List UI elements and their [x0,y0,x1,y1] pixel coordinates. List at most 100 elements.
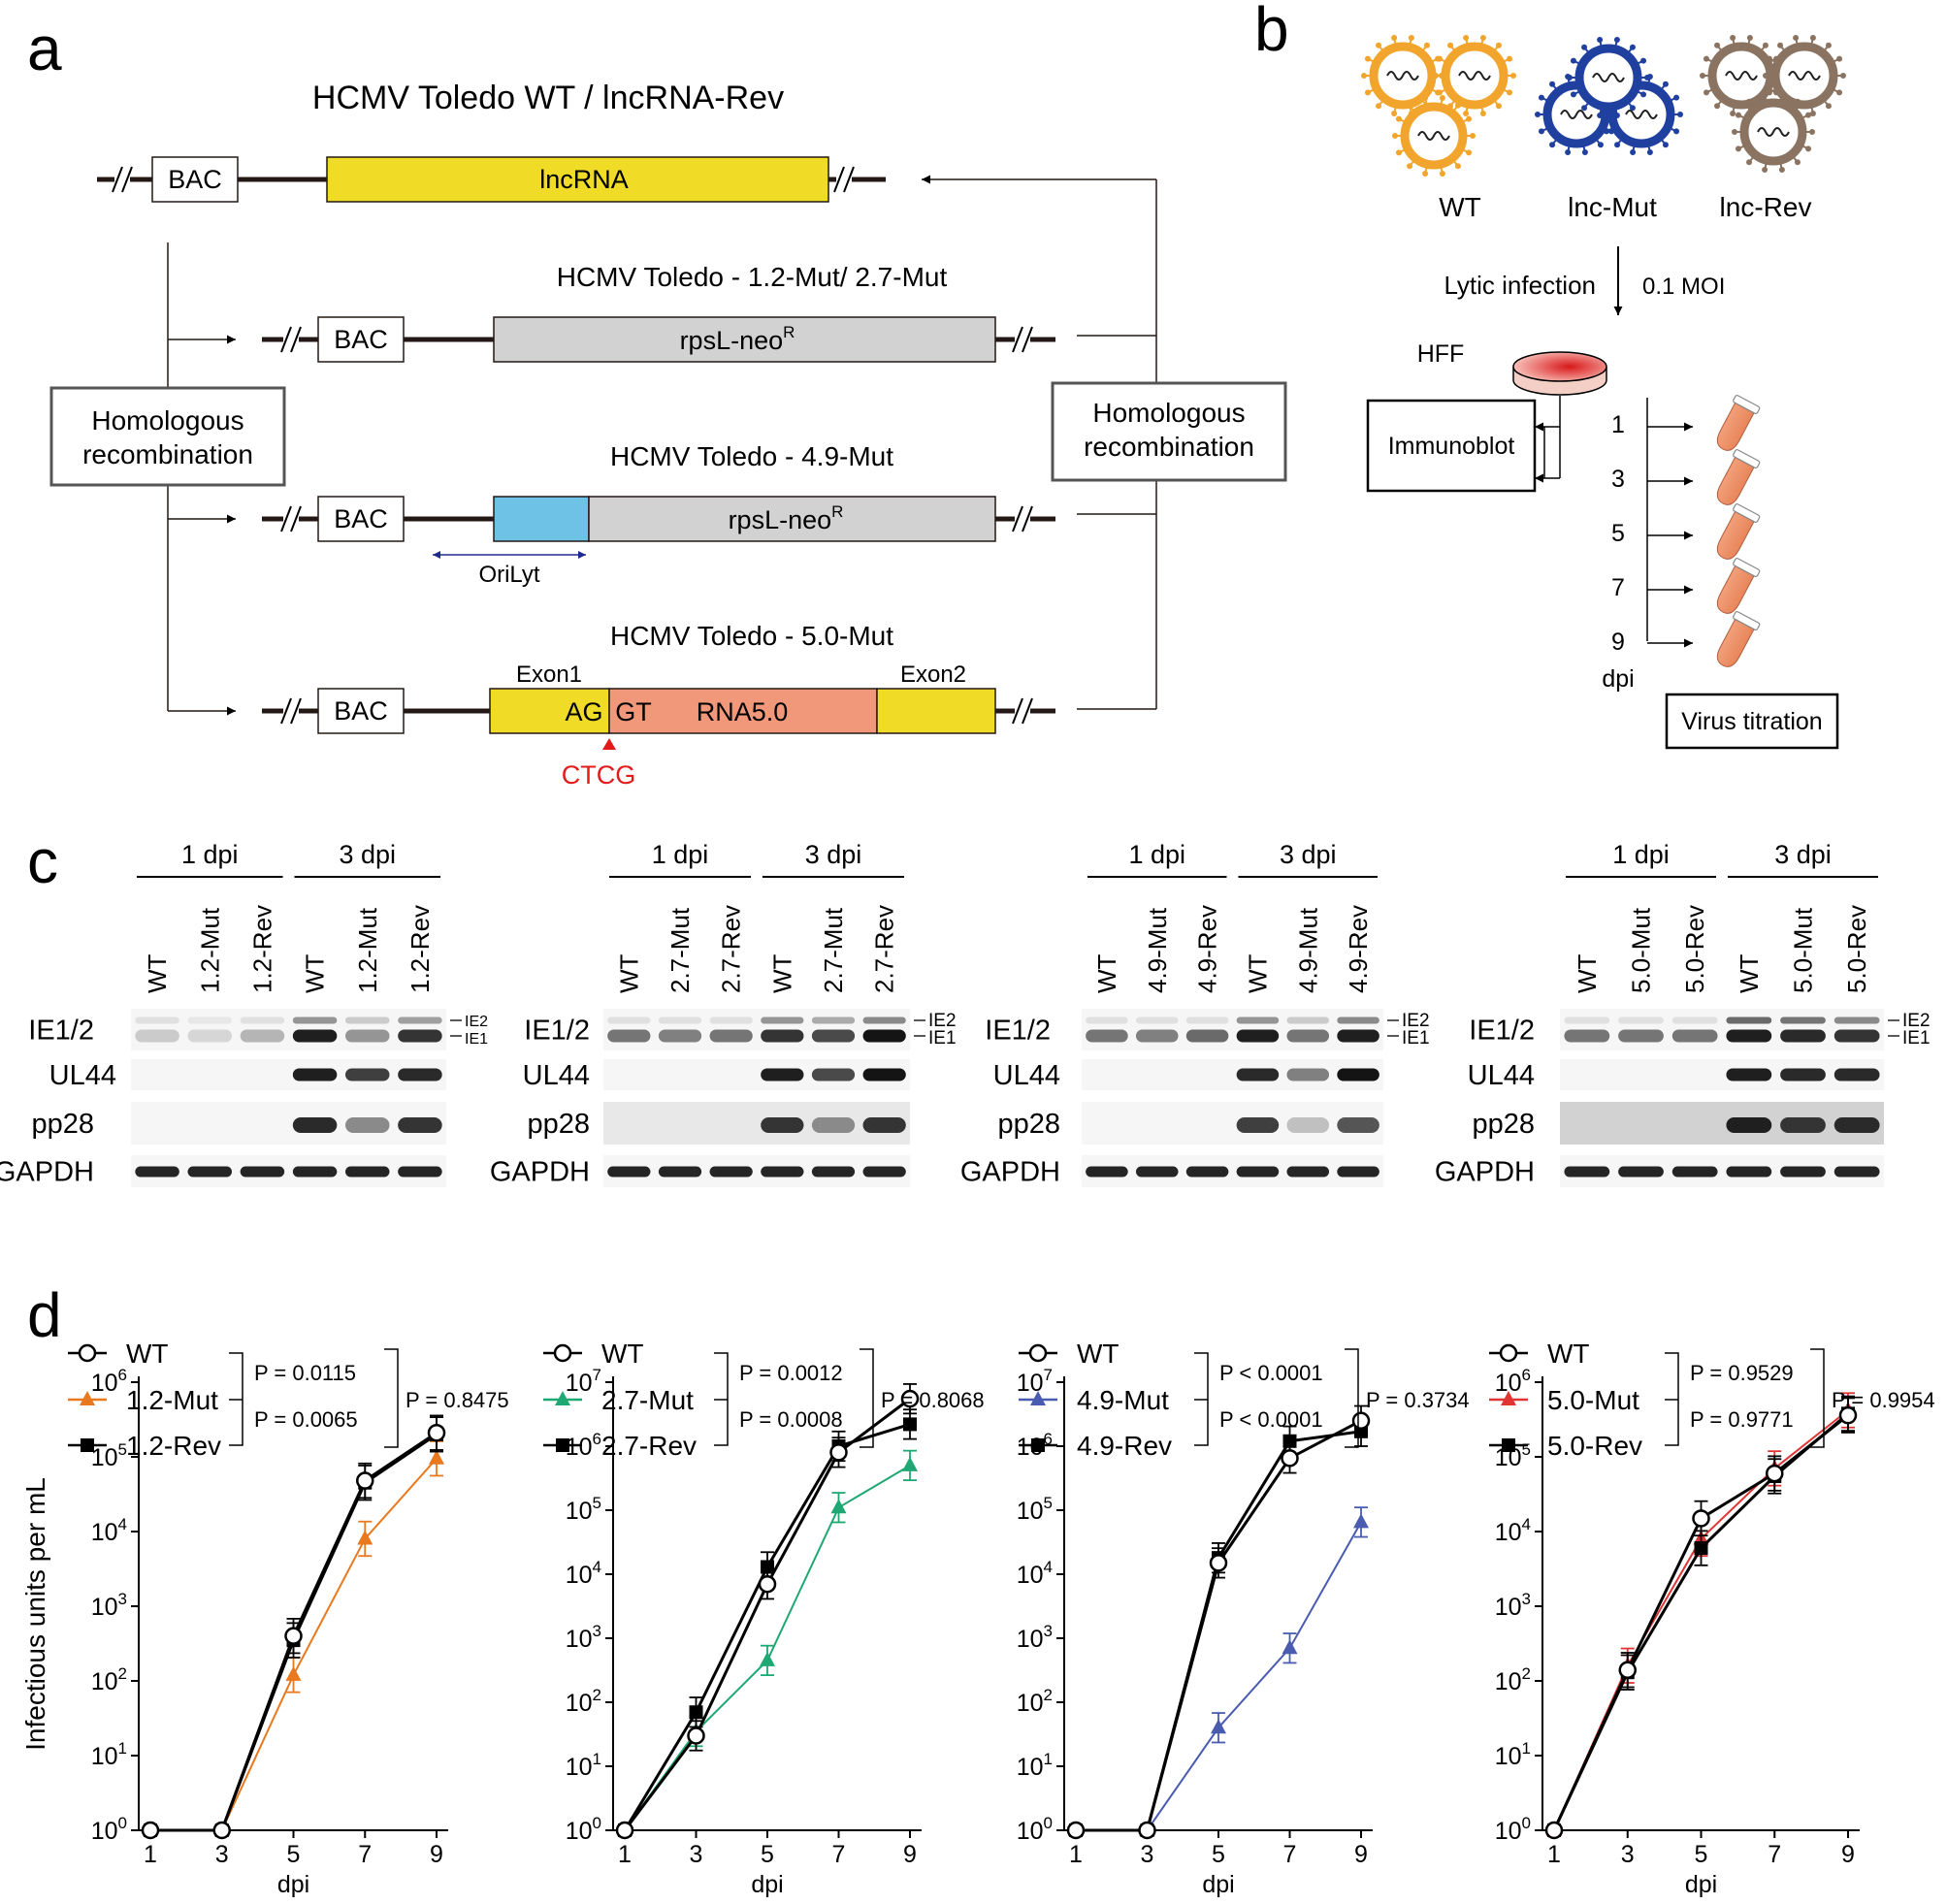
blot-band [1185,1017,1229,1024]
virus-label-lnc-rev: lnc-Rev [1720,192,1812,222]
virion-spike-tip [1825,103,1832,110]
virion-spike-tip [1507,89,1513,96]
blot-band [1236,1029,1280,1043]
blot-band [187,1029,232,1043]
blot-strip [603,1102,910,1145]
x-axis-label: dpi [277,1871,309,1898]
data-point-2-7-rev [689,1705,703,1720]
ctcg-label: CTCG [562,760,636,790]
series-line-4-9-rev [1076,1430,1362,1832]
group-label-3dpi: 3 dpi [1280,840,1337,869]
virion-spike-tip [1479,110,1486,116]
panel-b: WT lnc-Mut lnc-Rev Lytic infection 0.1 M… [1361,35,1846,750]
virion-spike-tip [1805,145,1812,152]
p-value-label: P = 0.9529 [1690,1361,1794,1385]
blot-band [1185,1166,1229,1178]
virion-spike-tip [1479,35,1486,42]
sample-tube-icon [1716,395,1761,451]
growth-curve-chart-2: 100 101 102 103 104 105 106 107 1 3 5 7 9 dpi WT 2.7-Mu… [543,1339,985,1898]
row-label-pp28: pp28 [997,1109,1060,1140]
virion-spike-tip [1495,42,1502,48]
blot-band [1780,1166,1826,1178]
legend-marker-wt [1028,1343,1048,1363]
y-tick-label: 107 [1017,1366,1053,1397]
virion-spike-tip [1703,89,1709,96]
row-label-ul44: UL44 [49,1060,116,1091]
data-point-1-2-mut [357,1530,373,1545]
legend-marker-1-2-mut [80,1391,95,1405]
data-point-2-7-mut [830,1499,847,1514]
legend-label: WT [1077,1339,1120,1369]
blot-band [862,1017,906,1024]
blot-band [1833,1166,1880,1178]
data-point-4-9-mut [1282,1639,1298,1655]
comparison-bracket [1345,1348,1359,1448]
tube-body [1716,618,1755,667]
blot-band [1671,1029,1718,1043]
x-tick-label: 9 [430,1841,443,1868]
p-value-label: P = 0.8475 [406,1388,509,1412]
data-point-wt [758,1574,777,1594]
virion-spike-tip [1510,73,1516,79]
virus-titration-label: Virus titration [1681,708,1822,735]
bac-label: BAC [168,165,222,194]
panel-d: 100 101 102 103 104 105 106 1 3 5 7 9 dpi Infectious … [20,1339,1935,1898]
x-axis-label: dpi [751,1871,783,1898]
blot-band [1780,1068,1826,1081]
blot-band [811,1068,856,1081]
blot-band [862,1166,906,1178]
virion-spike-tip [1395,115,1402,122]
blot-strip [131,1059,446,1090]
lane-label: 5.0-Mut [1627,907,1656,993]
x-tick-label: 1 [1069,1841,1083,1868]
blot-band [1618,1017,1664,1024]
virion-spike-tip [1809,110,1816,116]
ie2-label: IE2 [465,1014,488,1030]
blot-band [345,1068,390,1081]
blot-band [1135,1017,1179,1024]
data-point-2-7-rev [903,1417,917,1432]
series-line-5-0-mut [1553,1409,1849,1831]
blot-band [345,1029,390,1043]
legend-label: WT [601,1339,644,1369]
hr-right-line1: Homologous [1092,398,1245,428]
virion-spike-tip [1646,148,1653,155]
virion-spike-tip [1809,129,1815,135]
virion-genome [1725,71,1758,81]
panel-c: 1 dpi 3 dpi WT 1.2-Mut 1.2-Rev WT 1.2-Mut 1.2-R… [0,840,1931,1188]
row-label-ie1-2: IE1/2 [28,1016,94,1047]
ie2-label: IE2 [1902,1011,1931,1031]
virion-icon [1732,91,1815,173]
virion-spike-tip [1614,142,1621,148]
x-tick-label: 5 [761,1841,774,1868]
y-tick-label: 101 [1495,1739,1531,1770]
virion-spike-tip [1439,95,1445,102]
y-tick-label: 103 [566,1622,601,1653]
blot-band [709,1166,753,1178]
virion-spike-tip [1766,89,1772,96]
virion-spike-tip [1735,145,1741,152]
y-tick-label: 106 [1495,1366,1531,1397]
blot-band [135,1017,179,1024]
panel-a: HCMV Toledo WT / lncRNA-Rev BAC lncRNA H… [49,80,1287,790]
virion-spike-tip [1809,35,1816,42]
virion-spike-tip [1629,44,1636,50]
y-tick-label: 106 [91,1366,127,1397]
blot-band [1833,1068,1880,1081]
exon1-region [489,688,610,734]
blot-band [240,1017,285,1024]
blot-band [1286,1166,1330,1178]
row-label-ie1-2: IE1/2 [524,1016,590,1047]
x-tick-label: 3 [1141,1841,1154,1868]
homologous-recombination-right [1051,381,1287,482]
blot-band [1337,1166,1379,1178]
virion-spike-tip [1549,142,1556,148]
day-label-9: 9 [1611,629,1625,656]
blot-strip [1082,1059,1383,1090]
virion-spike-tip [1735,112,1741,118]
legend-label: WT [1547,1339,1590,1369]
blot-band [1236,1117,1280,1133]
blot-band [1286,1029,1330,1043]
western-blot-2: 1 dpi 3 dpi WT 2.7-Mut 2.7-Rev WT 2.7-Mut 2.7-R… [490,840,957,1188]
blot-band [1337,1117,1379,1133]
